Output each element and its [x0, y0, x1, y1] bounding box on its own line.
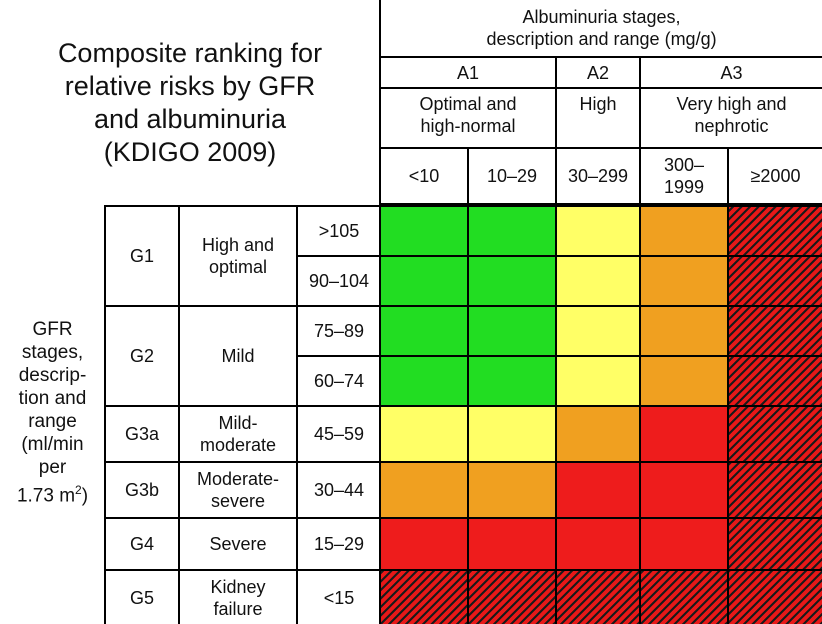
- risk-cell-yellow: [555, 305, 641, 357]
- stage-a1: A1: [379, 56, 557, 89]
- stage-a2: A2: [555, 56, 641, 89]
- gfr-range-g1-1: >105: [296, 205, 382, 257]
- gfr-stage-g4: G4: [104, 517, 180, 571]
- risk-row: [379, 517, 822, 571]
- risk-cell-orange: [379, 461, 469, 519]
- risk-cell-green: [467, 355, 557, 407]
- albuminuria-header: Albuminuria stages, description and rang…: [378, 0, 822, 205]
- risk-cell-orange: [639, 205, 729, 257]
- range-a3-2: ≥2000: [726, 147, 822, 205]
- gfr-desc-g4: Severe: [178, 517, 298, 571]
- desc-a3: Very high and nephrotic: [638, 87, 822, 149]
- gfr-range-g5: <15: [296, 569, 382, 624]
- risk-cell-yellow: [555, 205, 641, 257]
- risk-cell-hatch: [467, 569, 557, 624]
- risk-row: [379, 569, 822, 624]
- gfr-stage-g3b: G3b: [104, 461, 180, 519]
- range-a2: 30–299: [555, 147, 641, 205]
- gfr-stage-g3a: G3a: [104, 405, 180, 463]
- risk-cell-green: [467, 255, 557, 307]
- gfr-desc-g1: High and optimal: [178, 205, 298, 307]
- risk-cell-red: [555, 461, 641, 519]
- risk-cell-hatch: [727, 405, 822, 463]
- gfr-range-g2-1: 75–89: [296, 305, 382, 357]
- risk-cell-green: [379, 205, 469, 257]
- table-title: Composite ranking for relative risks by …: [0, 0, 380, 205]
- gfr-label-text: GFR stages, descrip- tion and range (ml/…: [17, 318, 88, 507]
- gfr-desc-g3a: Mild- moderate: [178, 405, 298, 463]
- gfr-range-g2-2: 60–74: [296, 355, 382, 407]
- risk-cell-hatch: [379, 569, 469, 624]
- gfr-stages-label: GFR stages, descrip- tion and range (ml/…: [0, 205, 105, 620]
- risk-cell-orange: [639, 255, 729, 307]
- range-a3-1: 300– 1999: [639, 147, 729, 205]
- risk-cell-yellow: [467, 405, 557, 463]
- risk-row: [379, 355, 822, 407]
- risk-cell-green: [467, 305, 557, 357]
- risk-cell-green: [379, 355, 469, 407]
- risk-cell-hatch: [727, 255, 822, 307]
- gfr-range-g3b: 30–44: [296, 461, 382, 519]
- range-a1-2: 10–29: [467, 147, 557, 205]
- risk-cell-red: [555, 517, 641, 571]
- risk-cell-hatch: [727, 305, 822, 357]
- stage-a3: A3: [638, 56, 822, 89]
- risk-cell-red: [639, 405, 729, 463]
- risk-cell-orange: [639, 305, 729, 357]
- desc-a2: High: [555, 87, 641, 149]
- risk-cell-hatch: [727, 205, 822, 257]
- risk-cell-yellow: [555, 355, 641, 407]
- risk-cell-orange: [555, 405, 641, 463]
- gfr-stage-g2: G2: [104, 305, 180, 407]
- risk-row: [379, 205, 822, 257]
- desc-a1: Optimal and high-normal: [379, 87, 557, 149]
- albuminuria-header-title: Albuminuria stages, description and rang…: [378, 0, 822, 58]
- risk-cell-green: [467, 205, 557, 257]
- gfr-range-g1-2: 90–104: [296, 255, 382, 307]
- gfr-desc-g3b: Moderate- severe: [178, 461, 298, 519]
- risk-row: [379, 255, 822, 307]
- gfr-label-main: GFR stages, descrip- tion and range (ml/…: [16, 318, 87, 507]
- risk-cell-orange: [467, 461, 557, 519]
- title-text: Composite ranking for relative risks by …: [57, 37, 323, 167]
- risk-cell-hatch: [727, 569, 822, 624]
- risk-row: [379, 305, 822, 357]
- risk-cell-hatch: [727, 517, 822, 571]
- risk-cell-yellow: [379, 405, 469, 463]
- risk-cell-hatch: [555, 569, 641, 624]
- risk-cell-hatch: [727, 355, 822, 407]
- gfr-label-suffix: ): [81, 485, 89, 507]
- risk-cell-green: [379, 255, 469, 307]
- gfr-stage-g5: G5: [104, 569, 180, 624]
- risk-cell-red: [639, 517, 729, 571]
- risk-grid: [379, 205, 822, 624]
- gfr-stage-table: G1 High and optimal >105 90–104 G2 Mild …: [104, 205, 382, 624]
- risk-cell-hatch: [727, 461, 822, 519]
- gfr-range-g4: 15–29: [296, 517, 382, 571]
- risk-cell-orange: [639, 355, 729, 407]
- gfr-label-sup: 2: [75, 482, 82, 497]
- risk-row: [379, 405, 822, 463]
- range-a1-1: <10: [379, 147, 469, 205]
- gfr-range-g3a: 45–59: [296, 405, 382, 463]
- gfr-desc-g5: Kidney failure: [178, 569, 298, 624]
- risk-row: [379, 461, 822, 519]
- risk-cell-red: [467, 517, 557, 571]
- gfr-desc-g2: Mild: [178, 305, 298, 407]
- risk-cell-hatch: [639, 569, 729, 624]
- risk-cell-red: [379, 517, 469, 571]
- risk-cell-green: [379, 305, 469, 357]
- risk-cell-yellow: [555, 255, 641, 307]
- gfr-stage-g1: G1: [104, 205, 180, 307]
- risk-cell-red: [639, 461, 729, 519]
